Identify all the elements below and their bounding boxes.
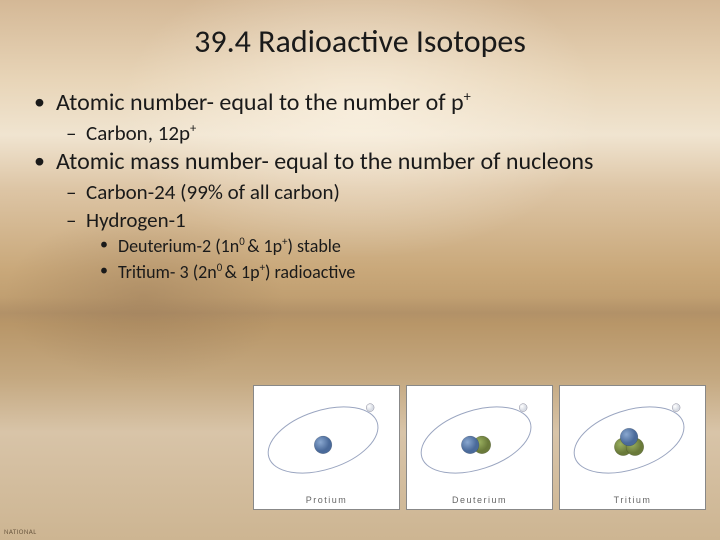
sup-plus: +: [190, 121, 196, 136]
bullet-text: Atomic number- equal to the number of p: [56, 88, 464, 117]
panel-label: Protium: [254, 495, 399, 505]
isotope-panel-deuterium: Deuterium: [406, 385, 553, 510]
slide-title: 39.4 Radioactive Isotopes: [28, 22, 692, 61]
sub-hydrogen-1: Hydrogen-1 Deuterium-2 (1n0 & 1p+) stabl…: [56, 207, 692, 284]
bullet-atomic-number: Atomic number- equal to the number of p+…: [28, 89, 692, 146]
sub2-deuterium: Deuterium-2 (1n0 & 1p+) stable: [86, 235, 692, 258]
sub-text: Carbon, 12p: [86, 120, 190, 146]
sub2-tritium: Tritium- 3 (2n0 & 1p+) radioactive: [86, 261, 692, 284]
isotope-panel-protium: Protium: [253, 385, 400, 510]
sub-carbon-24: Carbon-24 (99% of all carbon): [56, 179, 692, 205]
panel-label: Tritium: [560, 495, 705, 505]
attribution-label: NATIONAL: [4, 527, 37, 536]
sub-text: Hydrogen-1: [86, 207, 186, 233]
bullet-text: Atomic mass number- equal to the number …: [56, 147, 593, 176]
sub-carbon-12p: Carbon, 12p+: [56, 120, 692, 146]
panel-label: Deuterium: [407, 495, 552, 505]
isotope-panel-tritium: Tritium: [559, 385, 706, 510]
isotope-diagrams: Protium Deuterium Tritium: [253, 385, 706, 510]
bullet-atomic-mass: Atomic mass number- equal to the number …: [28, 148, 692, 284]
bullet-list: Atomic number- equal to the number of p+…: [28, 89, 692, 284]
slide-content: 39.4 Radioactive Isotopes Atomic number-…: [0, 0, 720, 540]
sup-plus: +: [464, 87, 471, 105]
